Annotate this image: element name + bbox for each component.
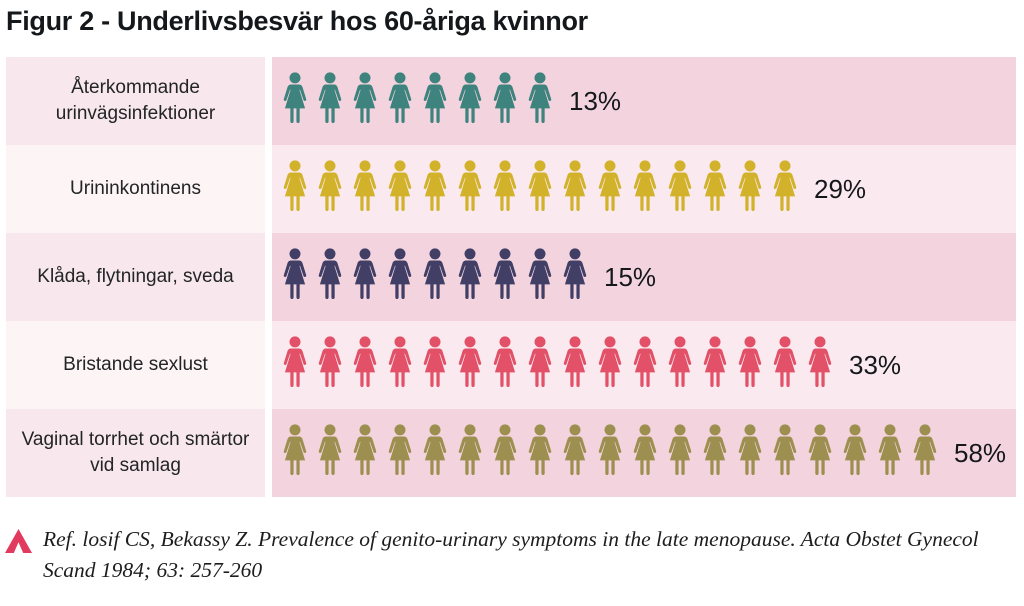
woman-icon [420, 242, 450, 312]
woman-icon [595, 330, 625, 400]
percent-label: 13% [569, 85, 622, 116]
woman-icon [350, 66, 380, 136]
woman-icon [630, 330, 660, 400]
woman-icon [735, 154, 765, 224]
percent-label: 15% [604, 261, 657, 292]
woman-icon [420, 154, 450, 224]
woman-icon [770, 418, 800, 488]
woman-icon [385, 66, 415, 136]
column-gutter [265, 409, 272, 497]
row-label: Urininkontinens [6, 145, 265, 233]
woman-icon [315, 330, 345, 400]
woman-icon [770, 154, 800, 224]
woman-icon [280, 418, 310, 488]
woman-icon [910, 418, 940, 488]
woman-icon [350, 330, 380, 400]
woman-icon [420, 418, 450, 488]
woman-icon [665, 154, 695, 224]
woman-icon [735, 330, 765, 400]
woman-icon [700, 418, 730, 488]
column-gutter [265, 321, 272, 409]
woman-icon [315, 66, 345, 136]
column-gutter [265, 57, 272, 145]
woman-icon [875, 418, 905, 488]
woman-icon [525, 418, 555, 488]
woman-icon [420, 66, 450, 136]
woman-icon [420, 330, 450, 400]
woman-icon [455, 66, 485, 136]
row-icons: 15% [272, 233, 1016, 321]
woman-icon [280, 330, 310, 400]
woman-icon [385, 418, 415, 488]
woman-icon [525, 66, 555, 136]
woman-icon [840, 418, 870, 488]
woman-icon [595, 418, 625, 488]
woman-icon [455, 242, 485, 312]
footer: Ref. losif CS, Bekassy Z. Prevalence of … [5, 524, 1007, 585]
woman-icon [735, 418, 765, 488]
reference-text: Ref. losif CS, Bekassy Z. Prevalence of … [43, 527, 979, 582]
woman-icon [560, 418, 590, 488]
woman-icon [770, 330, 800, 400]
woman-icon [665, 418, 695, 488]
woman-icon [560, 154, 590, 224]
woman-icon [350, 418, 380, 488]
woman-icon [560, 242, 590, 312]
row-icons: 29% [272, 145, 1016, 233]
woman-icon [595, 154, 625, 224]
percent-label: 58% [954, 437, 1007, 468]
woman-icon [630, 418, 660, 488]
woman-icon [700, 330, 730, 400]
percent-label: 29% [814, 173, 867, 204]
row-label: Vaginal torrhet och smärtor vid samlag [6, 409, 265, 497]
chart-row: Urininkontinens 29% [6, 145, 1016, 233]
woman-icon [525, 154, 555, 224]
woman-icon [385, 330, 415, 400]
woman-icon [805, 330, 835, 400]
percent-label: 33% [849, 349, 902, 380]
woman-icon [490, 154, 520, 224]
brand-caret-icon [5, 529, 32, 553]
row-label: Klåda, flytningar, sveda [6, 233, 265, 321]
caret-shape [5, 529, 32, 553]
woman-icon [350, 154, 380, 224]
row-icons: 58% [272, 409, 1016, 497]
woman-icon [315, 242, 345, 312]
woman-icon [525, 242, 555, 312]
woman-icon [280, 242, 310, 312]
woman-icon [315, 154, 345, 224]
page-title: Figur 2 - Underlivsbesvär hos 60-åriga k… [6, 6, 588, 36]
column-gutter [265, 145, 272, 233]
woman-icon [385, 242, 415, 312]
woman-icon [350, 242, 380, 312]
chart: Återkommande urinvägsinfektioner 13% Urini… [6, 57, 1016, 497]
woman-icon [490, 66, 520, 136]
chart-row: Vaginal torrhet och smärtor vid samlag 58… [6, 409, 1016, 497]
woman-icon [560, 330, 590, 400]
woman-icon [490, 330, 520, 400]
woman-icon [455, 330, 485, 400]
row-icons: 33% [272, 321, 1016, 409]
woman-icon [490, 418, 520, 488]
woman-icon [525, 330, 555, 400]
woman-icon [700, 154, 730, 224]
woman-icon [315, 418, 345, 488]
woman-icon [280, 154, 310, 224]
chart-row: Klåda, flytningar, sveda 15% [6, 233, 1016, 321]
woman-icon [280, 66, 310, 136]
row-icons: 13% [272, 57, 1016, 145]
woman-icon [665, 330, 695, 400]
chart-row: Bristande sexlust 33% [6, 321, 1016, 409]
woman-icon [630, 154, 660, 224]
column-gutter [265, 233, 272, 321]
row-label: Bristande sexlust [6, 321, 265, 409]
woman-icon [455, 154, 485, 224]
row-label: Återkommande urinvägsinfektioner [6, 57, 265, 145]
chart-row: Återkommande urinvägsinfektioner 13% [6, 57, 1016, 145]
woman-icon [455, 418, 485, 488]
woman-icon [490, 242, 520, 312]
woman-icon [385, 154, 415, 224]
woman-icon [805, 418, 835, 488]
